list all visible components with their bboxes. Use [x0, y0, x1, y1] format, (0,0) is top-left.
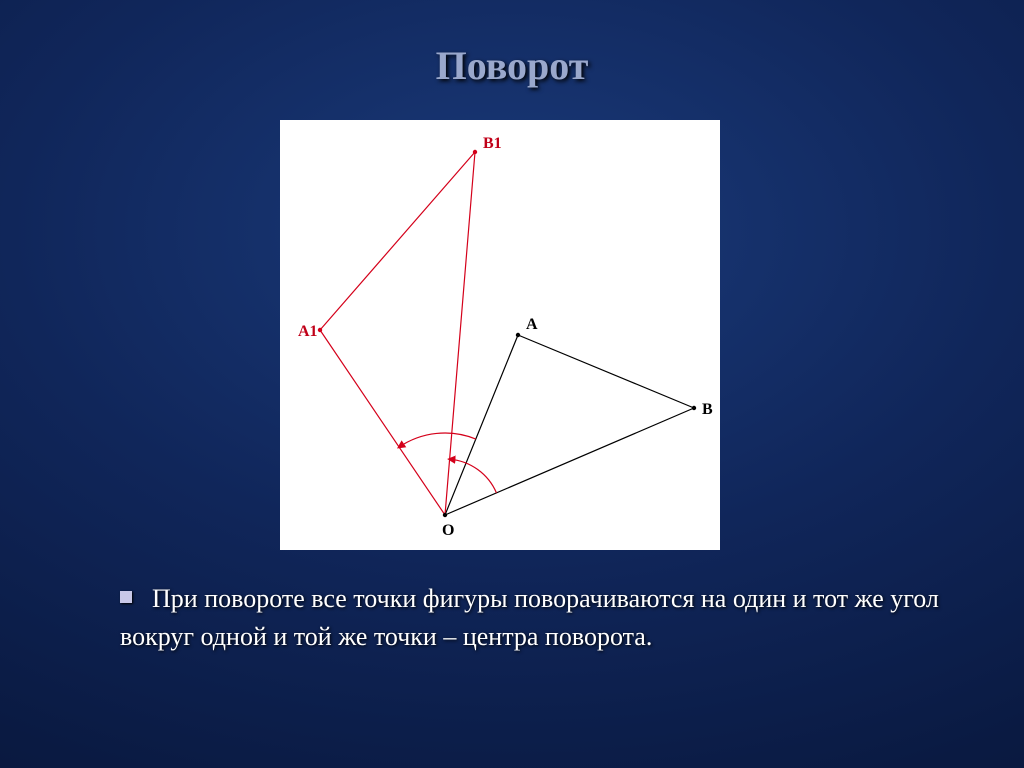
svg-text:B: B	[702, 401, 713, 418]
rotation-diagram: A B O A1 B1	[280, 120, 720, 550]
diagram-svg: A B O A1 B1	[280, 120, 720, 550]
slide-caption: При повороте все точки фигуры поворачива…	[120, 580, 940, 655]
svg-text:A: A	[526, 316, 538, 333]
svg-text:A1: A1	[298, 323, 318, 340]
bullet-icon	[120, 591, 132, 603]
slide-title: Поворот	[0, 0, 1024, 89]
slide: Поворот A B O A1 B1 При повороте все точки ф…	[0, 0, 1024, 768]
svg-text:B1: B1	[483, 135, 502, 152]
svg-text:O: O	[442, 522, 454, 539]
caption-text: При повороте все точки фигуры поворачива…	[120, 584, 939, 651]
